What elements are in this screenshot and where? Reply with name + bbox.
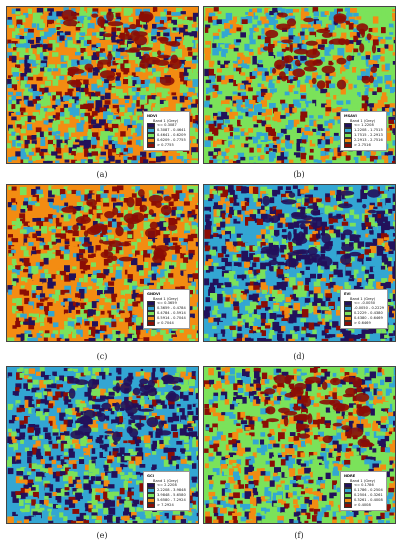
legend-title: GCI [147,474,154,478]
legend-class-label: <= 2.2208 [157,483,177,488]
legend-band: Band 1 (Grey) [153,296,179,301]
legend-band: Band 1 (Grey) [350,478,376,483]
legend-class-label: 0.5914 - 0.7044 [157,316,186,321]
legend-class-label: <= -0.0050 [354,301,376,306]
legend-swatch [147,493,155,499]
legend-swatch [344,133,352,139]
caption-c: (c) [96,352,108,361]
legend-swatch [344,138,352,144]
legend-swatch [344,311,352,317]
legend-swatch [147,316,155,322]
legend-swatch [344,321,352,327]
map-panel-d: EVI Band 1 (Grey) <= -0.0050 -0.0050 - 0… [203,184,396,342]
legend-class-label: 0.4784 - 0.5914 [157,311,186,316]
legend-class-label: > 0.7755 [157,143,174,148]
legend-title: GNDVI [147,292,161,296]
legend-class-label: > 0.6469 [354,321,371,326]
legend-e: GCI Band 1 (Grey) <= 2.2208 2.2208 - 3.9… [143,471,190,512]
legend-swatch [147,321,155,327]
legend-band: Band 1 (Grey) [350,296,376,301]
legend-title: NDRE [344,474,356,478]
caption-b: (b) [293,170,305,179]
legend-swatch [344,488,352,494]
map-panel-c: GNDVI Band 1 (Grey) <= 0.3659 0.3659 - 0… [6,184,199,342]
legend-swatch [344,498,352,504]
legend-class-label: 0.2229 - 0.4380 [354,311,383,316]
legend-class-label: 0.4380 - 0.6469 [354,316,383,321]
legend-swatch [147,483,155,489]
legend-class-label: <= 0.3659 [157,301,177,306]
legend-swatch [344,301,352,307]
legend-class-label: 1.2208 - 1.7515 [354,128,383,133]
legend-swatch [147,301,155,307]
legend-class-label: > 2.7516 [354,143,371,148]
legend-class-label: > 0.7044 [157,321,174,326]
legend-swatch [344,493,352,499]
legend-a: NDVI Band 1 (Grey) <= 0.3087 0.3087 - 0.… [143,111,190,152]
legend-swatch [147,138,155,144]
legend-class-label: <= 0.1786 [354,483,374,488]
legend-swatch [147,498,155,504]
legend-swatch [344,123,352,129]
legend-swatch [147,128,155,134]
legend-swatch [147,488,155,494]
legend-class-label: 0.1786 - 0.2504 [354,488,383,493]
legend-class-label: 3.9848 - 5.6580 [157,493,186,498]
legend-class-label: 1.7515 - 2.2913 [354,133,383,138]
legend-b: MSAVI Band 1 (Grey) <= 1.2208 1.2208 - 1… [340,111,387,152]
legend-title: EVI [344,292,351,296]
legend-band: Band 1 (Grey) [153,478,179,483]
legend-title: MSAVI [344,114,357,118]
legend-swatch [147,311,155,317]
raster-map-c [7,185,198,341]
legend-swatch [147,143,155,149]
caption-f: (f) [294,531,304,540]
legend-class-label: -0.0050 - 0.2229 [354,306,385,311]
legend-class-label: 0.3261 - 0.4008 [354,498,383,503]
legend-band: Band 1 (Grey) [153,118,179,123]
legend-class-label: 2.2208 - 3.9848 [157,488,186,493]
caption-e: (e) [96,531,108,540]
caption-a: (a) [96,170,108,179]
raster-map-b [204,7,395,163]
map-panel-b: MSAVI Band 1 (Grey) <= 1.2208 1.2208 - 1… [203,6,396,164]
legend-swatch [344,143,352,149]
legend-swatch [344,316,352,322]
legend-swatch [147,123,155,129]
legend-class-label: 0.4641 - 0.6209 [157,133,186,138]
legend-swatch [147,306,155,312]
legend-swatch [344,503,352,509]
legend-swatch [344,306,352,312]
legend-class-label: 5.6580 - 7.2924 [157,498,186,503]
legend-class-label: 0.3659 - 0.4784 [157,306,186,311]
legend-class-label: > 7.2924 [157,503,174,508]
legend-class-label: <= 0.3087 [157,123,177,128]
legend-swatch [344,483,352,489]
map-panel-f: NDRE Band 1 (Grey) <= 0.1786 0.1786 - 0.… [203,366,396,524]
caption-d: (d) [293,352,305,361]
map-panel-e: GCI Band 1 (Grey) <= 2.2208 2.2208 - 3.9… [6,366,199,524]
legend-class-label: <= 1.2208 [354,123,374,128]
legend-swatch [147,503,155,509]
legend-class-label: 0.2504 - 0.3261 [354,493,383,498]
legend-d: EVI Band 1 (Grey) <= -0.0050 -0.0050 - 0… [340,289,389,330]
legend-class-label: > 0.4008 [354,503,371,508]
legend-f: NDRE Band 1 (Grey) <= 0.1786 0.1786 - 0.… [340,471,387,512]
raster-map-a [7,7,198,163]
legend-c: GNDVI Band 1 (Grey) <= 0.3659 0.3659 - 0… [143,289,190,330]
legend-class-label: 0.6209 - 0.7755 [157,138,186,143]
legend-band: Band 1 (Grey) [350,118,376,123]
legend-title: NDVI [147,114,158,118]
map-panel-a: NDVI Band 1 (Grey) <= 0.3087 0.3087 - 0.… [6,6,199,164]
legend-class-label: 0.3087 - 0.4641 [157,128,186,133]
legend-swatch [147,133,155,139]
legend-swatch [344,128,352,134]
legend-class-label: 2.2913 - 2.7516 [354,138,383,143]
